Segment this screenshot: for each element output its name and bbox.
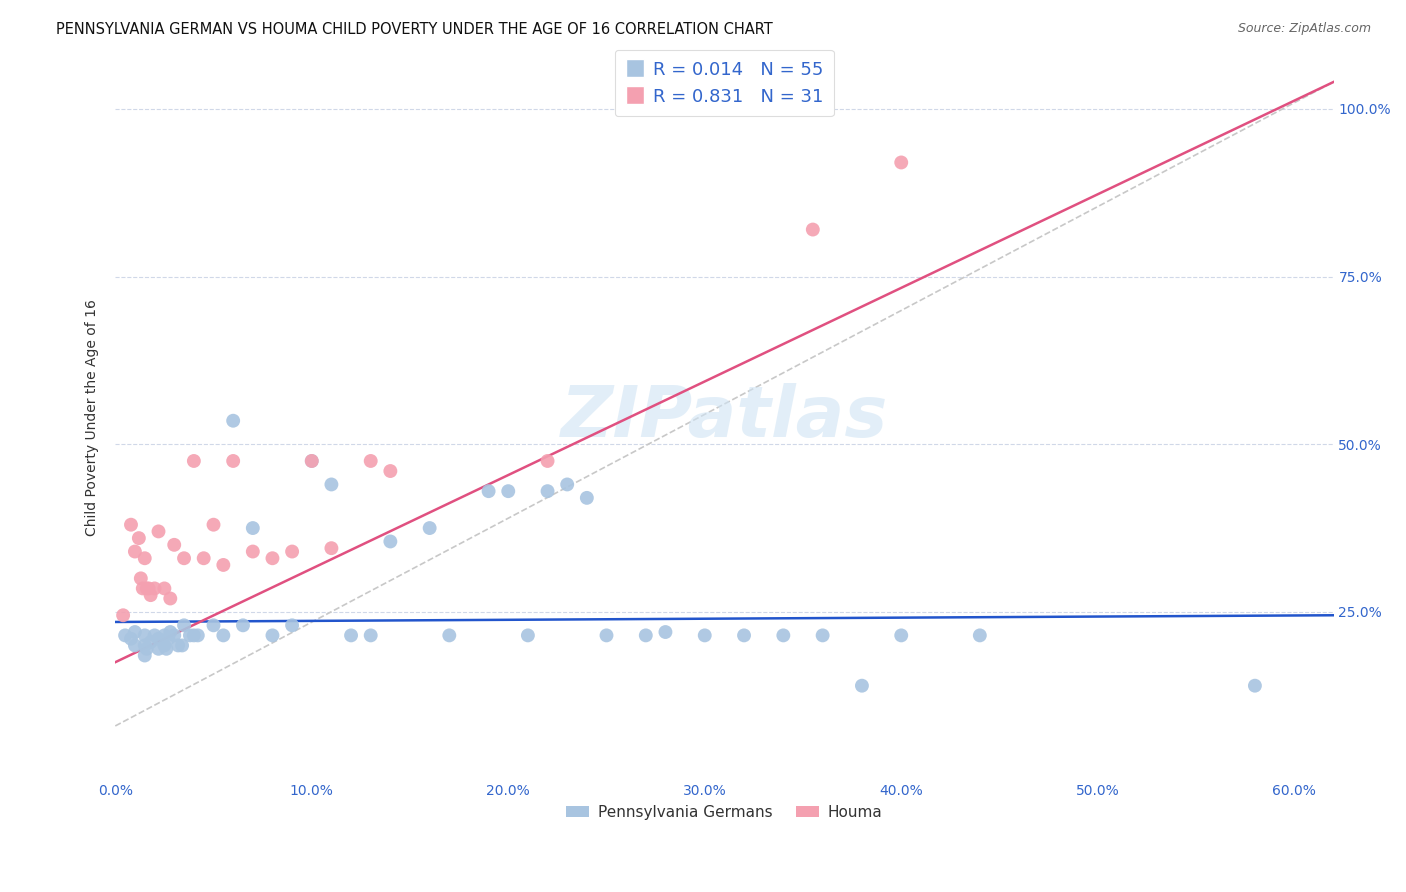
Point bbox=[183, 454, 205, 468]
Point bbox=[138, 582, 160, 596]
Point bbox=[153, 582, 176, 596]
Point bbox=[173, 551, 195, 566]
Point bbox=[555, 477, 578, 491]
Point bbox=[321, 477, 343, 491]
Point bbox=[212, 628, 235, 642]
Point bbox=[167, 639, 190, 653]
Point bbox=[134, 639, 156, 653]
Point bbox=[139, 635, 162, 649]
Point bbox=[179, 628, 201, 642]
Point bbox=[380, 534, 402, 549]
Point bbox=[575, 491, 598, 505]
Point bbox=[340, 628, 363, 642]
Point bbox=[360, 628, 382, 642]
Point bbox=[112, 608, 135, 623]
Point bbox=[496, 484, 519, 499]
Point bbox=[811, 628, 834, 642]
Point bbox=[301, 454, 323, 468]
Point bbox=[124, 639, 146, 653]
Point bbox=[183, 628, 205, 642]
Point bbox=[135, 641, 157, 656]
Point bbox=[321, 541, 343, 556]
Point bbox=[516, 628, 538, 642]
Point bbox=[148, 641, 170, 656]
Point bbox=[148, 632, 170, 646]
Point bbox=[654, 625, 676, 640]
Point bbox=[222, 414, 245, 428]
Point bbox=[301, 454, 323, 468]
Point bbox=[536, 454, 558, 468]
Point bbox=[120, 517, 142, 532]
Point bbox=[134, 628, 156, 642]
Point bbox=[360, 454, 382, 468]
Point bbox=[159, 591, 181, 606]
Point bbox=[232, 618, 254, 632]
Point bbox=[772, 628, 794, 642]
Point bbox=[172, 639, 194, 653]
Point bbox=[155, 641, 177, 656]
Point bbox=[202, 517, 225, 532]
Point bbox=[143, 582, 166, 596]
Point bbox=[124, 625, 146, 640]
Point bbox=[693, 628, 716, 642]
Point bbox=[114, 628, 136, 642]
Point bbox=[242, 544, 264, 558]
Point bbox=[212, 558, 235, 572]
Point bbox=[222, 454, 245, 468]
Point bbox=[262, 551, 284, 566]
Point bbox=[281, 544, 304, 558]
Text: ZIPatlas: ZIPatlas bbox=[561, 383, 889, 452]
Legend: Pennsylvania Germans, Houma: Pennsylvania Germans, Houma bbox=[560, 799, 889, 826]
Point bbox=[134, 648, 156, 663]
Point bbox=[153, 639, 176, 653]
Point bbox=[1244, 679, 1267, 693]
Point bbox=[159, 625, 181, 640]
Point bbox=[163, 628, 186, 642]
Point bbox=[851, 679, 873, 693]
Point bbox=[536, 484, 558, 499]
Point bbox=[202, 618, 225, 632]
Point bbox=[134, 551, 156, 566]
Point bbox=[733, 628, 755, 642]
Text: PENNSYLVANIA GERMAN VS HOUMA CHILD POVERTY UNDER THE AGE OF 16 CORRELATION CHART: PENNSYLVANIA GERMAN VS HOUMA CHILD POVER… bbox=[56, 22, 773, 37]
Point bbox=[153, 628, 176, 642]
Point bbox=[120, 632, 142, 646]
Point bbox=[595, 628, 617, 642]
Point bbox=[281, 618, 304, 632]
Point bbox=[969, 628, 991, 642]
Point bbox=[148, 524, 170, 539]
Point bbox=[242, 521, 264, 535]
Point bbox=[173, 618, 195, 632]
Point bbox=[143, 628, 166, 642]
Point bbox=[439, 628, 461, 642]
Point bbox=[163, 538, 186, 552]
Point bbox=[132, 582, 155, 596]
Point bbox=[128, 531, 150, 545]
Point bbox=[380, 464, 402, 478]
Point bbox=[124, 544, 146, 558]
Point bbox=[890, 155, 912, 169]
Text: Source: ZipAtlas.com: Source: ZipAtlas.com bbox=[1237, 22, 1371, 36]
Point bbox=[801, 222, 824, 236]
Point bbox=[139, 588, 162, 602]
Point bbox=[419, 521, 441, 535]
Point bbox=[478, 484, 501, 499]
Point bbox=[634, 628, 657, 642]
Point bbox=[187, 628, 209, 642]
Point bbox=[129, 571, 152, 585]
Point bbox=[135, 582, 157, 596]
Point bbox=[193, 551, 215, 566]
Point bbox=[262, 628, 284, 642]
Y-axis label: Child Poverty Under the Age of 16: Child Poverty Under the Age of 16 bbox=[86, 299, 100, 536]
Point bbox=[890, 628, 912, 642]
Point bbox=[157, 632, 180, 646]
